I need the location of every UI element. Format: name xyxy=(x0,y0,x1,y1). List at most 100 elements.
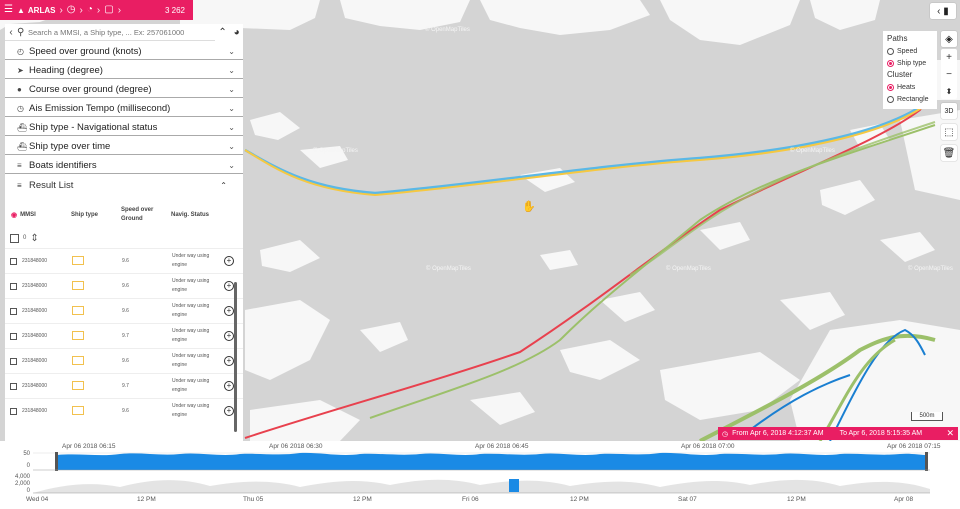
path-blue[interactable] xyxy=(244,94,936,195)
time-filter-icon[interactable]: ◷ xyxy=(66,4,76,15)
row-sog: 9.6 xyxy=(122,408,129,414)
widget-ship-type-over-time[interactable]: ⛴ Ship type over time ⌄ xyxy=(5,138,243,155)
chevron-down-icon[interactable]: ⌄ xyxy=(228,46,235,56)
row-checkbox[interactable] xyxy=(10,282,17,290)
row-status: Under way using engine xyxy=(172,278,210,293)
detail-brush-right-handle[interactable] xyxy=(925,452,928,471)
paths-option-ship-type[interactable]: Ship type xyxy=(887,57,933,69)
table-row[interactable]: 231848000 9.6 Under way using engine + xyxy=(5,248,243,273)
3d-button[interactable]: 3D xyxy=(941,103,957,119)
overview-axis-label: 4,000 xyxy=(14,474,30,480)
result-list-header[interactable]: ≡ Result List ⌃ xyxy=(5,178,243,192)
add-circle-icon[interactable]: + xyxy=(224,256,234,266)
ship-type-icon xyxy=(72,305,122,317)
add-circle-icon[interactable]: + xyxy=(224,306,234,316)
table-row[interactable]: 231848000 9.7 Under way using engine + xyxy=(5,323,243,348)
layers-button[interactable]: ◈ xyxy=(941,31,957,47)
chevron-down-icon[interactable]: ⌄ xyxy=(228,141,235,151)
detail-tick: Apr 06 2018 06:30 xyxy=(269,443,323,450)
row-checkbox[interactable] xyxy=(10,257,17,265)
row-checkbox[interactable] xyxy=(10,407,17,415)
widget-speed-over-ground[interactable]: ◴ Speed over ground (knots) ⌄ xyxy=(5,43,243,60)
radio-button[interactable] xyxy=(887,95,894,103)
path-yellow[interactable] xyxy=(244,96,936,197)
speed-filter-icon[interactable]: ◔ xyxy=(86,4,93,15)
detail-brush-left-handle[interactable] xyxy=(55,452,58,471)
list-icon: ≡ xyxy=(17,180,22,190)
table-row[interactable]: 231848000 9.6 Under way using engine + xyxy=(5,348,243,373)
column-ship-type[interactable]: Ship type xyxy=(71,212,99,218)
chevron-down-icon[interactable]: ⌄ xyxy=(228,160,235,170)
compass-north-icon[interactable]: ⬍ xyxy=(945,86,953,96)
column-sog[interactable]: Speed over Ground xyxy=(121,207,154,222)
overview-histogram[interactable] xyxy=(33,479,930,493)
result-list-title: Result List xyxy=(29,179,74,191)
radio-button[interactable] xyxy=(887,83,894,91)
add-circle-icon[interactable]: + xyxy=(224,281,234,291)
overview-selection[interactable] xyxy=(509,479,519,492)
chevron-down-icon[interactable]: ⌄ xyxy=(228,65,235,75)
chevron-down-icon[interactable]: ⌄ xyxy=(228,103,235,113)
widget-course-over-ground[interactable]: ● Course over ground (degree) ⌄ xyxy=(5,81,243,98)
table-row[interactable]: 231848000 9.7 Under way using engine + xyxy=(5,373,243,398)
expand-collapse-icon[interactable]: ⇕ xyxy=(30,232,39,244)
radio-button[interactable] xyxy=(887,47,894,55)
row-checkbox[interactable] xyxy=(10,307,17,315)
column-nav-status[interactable]: Navig. Status xyxy=(171,212,210,218)
row-checkbox[interactable] xyxy=(10,332,17,340)
detail-tick: Apr 06 2018 07:00 xyxy=(681,443,735,450)
column-mmsi[interactable]: ◉ MMSI xyxy=(11,211,71,219)
row-checkbox[interactable] xyxy=(10,382,17,390)
select-all-row: 0 ⇕ xyxy=(5,228,243,248)
map-scale: 500m xyxy=(911,412,943,421)
table-row[interactable]: 231848000 9.6 Under way using engine + xyxy=(5,273,243,298)
cluster-option-rectangle[interactable]: Rectangle xyxy=(887,93,933,105)
widget-ship-type-nav-status[interactable]: ⛴ Ship type - Navigational status ⌄ xyxy=(5,119,243,136)
cluster-title: Cluster xyxy=(887,70,913,79)
menu-icon[interactable]: ☰ xyxy=(4,4,13,15)
sort-target-icon: ◉ xyxy=(11,212,18,219)
option-label: Heats xyxy=(897,83,916,91)
search-input[interactable] xyxy=(28,27,203,37)
detail-histogram[interactable] xyxy=(57,452,928,470)
radio-button[interactable] xyxy=(887,59,894,67)
table-row[interactable]: 231848000 9.6 Under way using engine + xyxy=(5,298,243,323)
path-red[interactable] xyxy=(244,79,936,439)
add-circle-icon[interactable]: + xyxy=(224,406,234,416)
widget-ais-emission-tempo[interactable]: ◷ Ais Emission Tempo (millisecond) ⌄ xyxy=(5,100,243,117)
table-row[interactable]: 231848000 9.6 Under way using engine + xyxy=(5,398,243,423)
speedometer-icon: ◴ xyxy=(17,46,24,56)
widget-heading[interactable]: ➤ Heading (degree) ⌄ xyxy=(5,62,243,79)
path-deep-blue-2[interactable] xyxy=(829,328,926,441)
zoom-in-button[interactable]: + xyxy=(946,52,952,64)
chevron-down-icon[interactable]: ⌄ xyxy=(228,122,235,132)
cluster-option-heats[interactable]: Heats xyxy=(887,81,933,93)
right-menu-toggle[interactable]: ‹ ▮ xyxy=(930,3,956,19)
select-all-checkbox[interactable] xyxy=(10,233,19,243)
row-checkbox[interactable] xyxy=(10,357,17,365)
widget-boats-identifiers[interactable]: ≡ Boats identifiers ⌄ xyxy=(5,157,243,174)
chevron-right-icon: › xyxy=(117,4,122,16)
path-green-2[interactable] xyxy=(629,121,936,276)
chevron-down-icon[interactable]: ⌄ xyxy=(228,84,235,94)
result-count: 3 262 xyxy=(164,5,185,15)
add-circle-icon[interactable]: + xyxy=(224,381,234,391)
add-circle-icon[interactable]: + xyxy=(224,331,234,341)
chevron-left-icon[interactable]: ‹ xyxy=(9,26,13,38)
timeline-svg[interactable] xyxy=(0,441,960,509)
draw-bbox-button[interactable]: ⬚ xyxy=(941,124,957,140)
add-circle-icon[interactable]: + xyxy=(224,356,234,366)
chevron-up-icon[interactable]: ⌃ xyxy=(220,180,227,190)
widget-label: Course over ground (degree) xyxy=(29,83,152,95)
zoom-out-button[interactable]: − xyxy=(946,69,952,81)
delete-button[interactable]: 🗑 xyxy=(941,145,957,161)
pie-chart-icon[interactable]: ◕ xyxy=(233,27,240,38)
geo-filter-icon[interactable]: ▢ xyxy=(104,4,114,15)
chevron-up-icon[interactable]: ⌃ xyxy=(218,27,227,38)
result-list-scrollbar[interactable] xyxy=(234,282,237,432)
paths-option-speed[interactable]: Speed xyxy=(887,45,933,57)
path-green-3[interactable] xyxy=(699,333,936,441)
close-icon[interactable]: ✕ xyxy=(946,428,954,438)
path-deep-blue[interactable] xyxy=(749,374,851,431)
map-attribution: © OpenMapTiles xyxy=(313,148,358,154)
